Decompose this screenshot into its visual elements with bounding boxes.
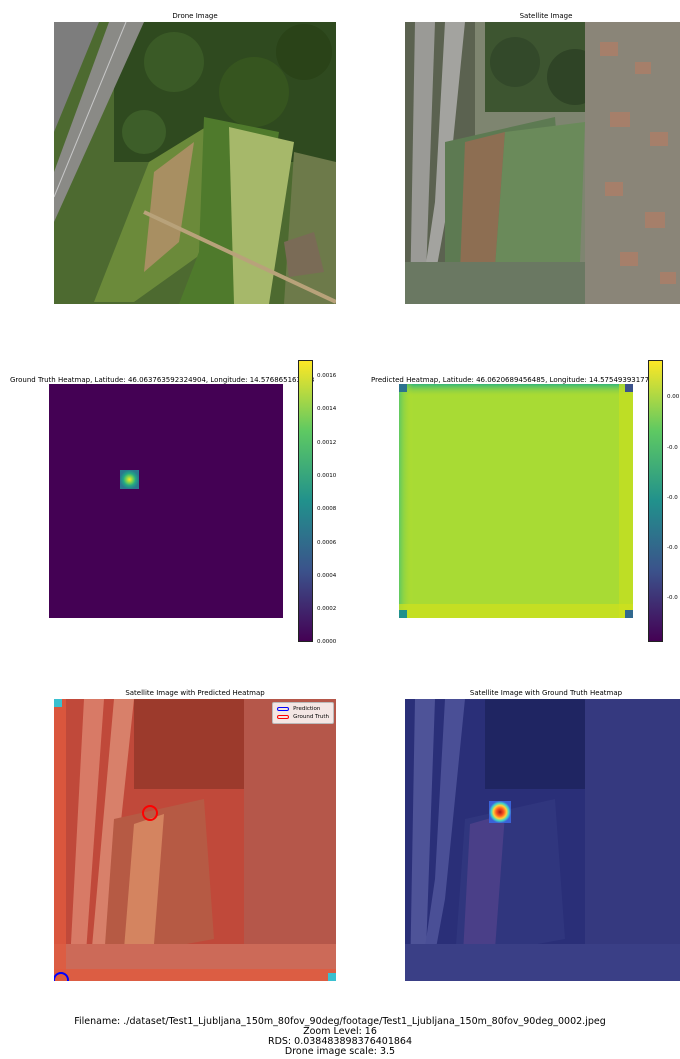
footer-rds: RDS: 0.038483898376401864	[267, 1036, 413, 1047]
legend-label-prediction: Prediction	[293, 706, 321, 712]
pred-heatmap-title: Predicted Heatmap, Latitude: 46.06206894…	[371, 376, 654, 384]
gt-cbar-tick: 0.0008	[317, 506, 337, 512]
footer-drone-scale: Drone image scale: 3.5	[284, 1046, 396, 1057]
pred-cbar-tick: -0.0	[667, 445, 678, 451]
footer-zoom-level: Zoom Level: 16	[303, 1026, 377, 1037]
pred-heatmap	[399, 384, 633, 618]
gt-cbar-tick: 0.0004	[317, 573, 337, 579]
pred-cbar-tick: 0.00	[667, 394, 680, 400]
gt-cbar-tick: 0.0000	[317, 639, 337, 645]
sat-pred-title: Satellite Image with Predicted Heatmap	[125, 689, 265, 697]
legend-swatch-ground-truth	[277, 715, 290, 719]
prediction-marker	[54, 972, 69, 981]
legend-label-ground-truth: Ground Truth	[293, 714, 329, 720]
gt-colorbar	[298, 360, 313, 642]
pred-cbar-tick: -0.0	[667, 545, 678, 551]
gt-heatmap-title: Ground Truth Heatmap, Latitude: 46.06376…	[10, 376, 314, 384]
gt-overlay-peak	[489, 801, 511, 823]
ground-truth-marker	[142, 805, 158, 821]
sat-gt-overlay	[405, 699, 680, 981]
gt-heatmap	[49, 384, 283, 618]
gt-cbar-tick: 0.0014	[317, 406, 337, 412]
gt-cbar-tick: 0.0010	[317, 473, 337, 479]
legend-swatch-prediction	[277, 707, 290, 711]
gt-cbar-tick: 0.0012	[317, 440, 337, 446]
gt-cbar-tick: 0.0016	[317, 373, 337, 379]
legend-item-ground-truth: Ground Truth	[277, 713, 329, 721]
satellite-image-title: Satellite Image	[519, 12, 573, 20]
gt-heatmap-title-text: Ground Truth Heatmap, Latitude: 46.06376…	[10, 376, 306, 384]
satellite-image	[405, 22, 680, 304]
satellite-aerial-photo	[405, 22, 680, 304]
figure-footer: Filename: ./dataset/Test1_Ljubljana_150m…	[0, 1017, 680, 1057]
sat-gt-title: Satellite Image with Ground Truth Heatma…	[469, 689, 623, 697]
pred-colorbar	[648, 360, 663, 642]
footer-filename: Filename: ./dataset/Test1_Ljubljana_150m…	[74, 1016, 606, 1027]
sat-pred-overlay-plot	[54, 699, 336, 981]
gt-heatmap-plot	[120, 470, 139, 489]
gt-cbar-tick: 0.0002	[317, 606, 337, 612]
gt-cbar-tick: 0.0006	[317, 540, 337, 546]
sat-gt-overlay-plot	[405, 699, 680, 981]
drone-aerial-photo	[54, 22, 336, 304]
drone-image-title: Drone Image	[172, 12, 218, 20]
sat-pred-overlay: Prediction Ground Truth	[54, 699, 336, 981]
legend-item-prediction: Prediction	[277, 705, 329, 713]
pred-cbar-tick: -0.0	[667, 495, 678, 501]
pred-heatmap-plot	[399, 384, 633, 618]
pred-cbar-tick: -0.0	[667, 595, 678, 601]
gt-heatmap-peak	[120, 470, 139, 489]
sat-pred-legend: Prediction Ground Truth	[272, 702, 334, 724]
drone-image	[54, 22, 336, 304]
